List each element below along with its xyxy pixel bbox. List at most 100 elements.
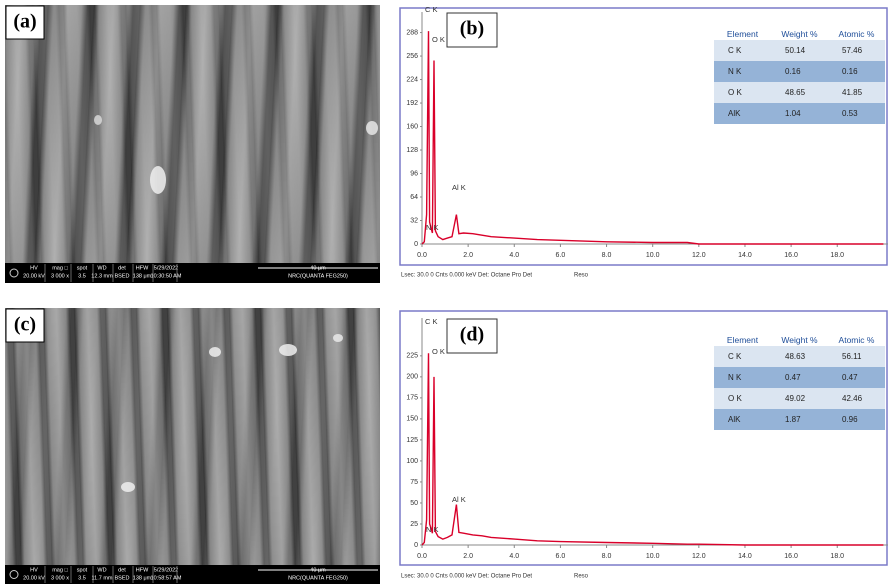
y-tick-label: 150 (406, 416, 418, 423)
x-tick-label: 16.0 (784, 553, 798, 560)
panel-label: (c) (14, 314, 36, 336)
table-cell: AlK (714, 409, 771, 430)
table-cell: 48.65 (771, 82, 828, 103)
info-top: mag □ (52, 265, 68, 271)
info-bottom: BSED (115, 273, 130, 279)
table-cell: C K (714, 346, 771, 367)
table-cell: 50.14 (771, 40, 828, 61)
info-top: det (118, 265, 126, 271)
x-tick-label: 4.0 (509, 553, 519, 560)
status: Lsec: 30.0 0 Cnts 0.000 keV Det: Octane … (401, 273, 532, 279)
y-tick-label: 64 (410, 194, 418, 201)
x-tick-label: 4.0 (509, 252, 519, 259)
y-tick-label: 125 (406, 437, 418, 444)
table-cell: 0.16 (771, 61, 828, 82)
info-bottom: 138 μm (133, 575, 152, 581)
peak-label: N K (426, 223, 439, 232)
x-tick-label: 18.0 (830, 553, 844, 560)
x-tick-label: 6.0 (556, 553, 566, 560)
info-bottom: 11.7 mm (92, 575, 113, 581)
table-cell: 0.96 (828, 409, 885, 430)
peak-label: C K (425, 317, 438, 326)
info-top: WD (97, 567, 106, 573)
table-cell: 56.11 (828, 346, 885, 367)
table-cell: N K (714, 61, 771, 82)
info-bottom: BSED (115, 575, 130, 581)
info-top: det (118, 567, 126, 573)
x-tick-label: 12.0 (692, 553, 706, 560)
sem-image-c (5, 308, 380, 565)
header-cell: Weight % (771, 334, 828, 346)
x-tick-label: 18.0 (830, 252, 844, 259)
panel-label: (a) (13, 11, 36, 33)
header-cell: Element (714, 28, 771, 40)
info-bottom: 3 000 x (51, 273, 69, 279)
table-cell: 0.16 (828, 61, 885, 82)
status-right: Reso (574, 273, 589, 279)
x-tick-label: 8.0 (602, 252, 612, 259)
y-tick-label: 50 (410, 500, 418, 507)
table-cell: O K (714, 82, 771, 103)
header-cell: Atomic % (828, 334, 885, 346)
status: Lsec: 30.0 0 Cnts 0.000 keV Det: Octane … (401, 574, 532, 580)
table-cell: 41.85 (828, 82, 885, 103)
header-cell: Atomic % (828, 28, 885, 40)
peak-label: O K (432, 347, 445, 356)
peak-label: Al K (452, 183, 466, 192)
y-tick-label: 288 (406, 29, 418, 36)
x-tick-label: 16.0 (784, 252, 798, 259)
status-right: Reso (574, 574, 589, 580)
info-bottom: 20.00 kV (23, 575, 45, 581)
table-cell: 0.53 (828, 103, 885, 124)
y-tick-label: 32 (410, 217, 418, 224)
table-cell: O K (714, 388, 771, 409)
x-tick-label: 10.0 (646, 252, 660, 259)
y-tick-label: 224 (406, 76, 418, 83)
y-tick-label: 100 (406, 458, 418, 465)
table-cell: 42.46 (828, 388, 885, 409)
peak-label: N K (426, 525, 439, 534)
x-tick-label: 6.0 (556, 252, 566, 259)
x-tick-label: 10.0 (646, 553, 660, 560)
table-header: ElementWeight %Atomic % (714, 28, 885, 40)
info-top: 5/29/2022 (154, 567, 178, 573)
table-cell: 1.87 (771, 409, 828, 430)
info-bottom: 3.5 (78, 575, 86, 581)
info-top: WD (97, 265, 106, 271)
info-top: spot (77, 265, 88, 271)
info-top: 5/29/2022 (154, 265, 178, 271)
info-bottom: NRC(QUANTA FEG250) (288, 575, 348, 581)
info-top: HFW (136, 265, 149, 271)
header-cell: Weight % (771, 28, 828, 40)
x-tick-label: 2.0 (463, 252, 473, 259)
peak-label: Al K (452, 495, 466, 504)
page: {"panels": [ {"label": "(a)", "type": "s… (0, 0, 888, 584)
info-bottom: 12.3 mm (91, 273, 113, 279)
x-tick-label: 0.0 (417, 252, 427, 259)
table-cell: 0.47 (828, 367, 885, 388)
info-top: HV (30, 265, 38, 271)
x-tick-label: 14.0 (738, 252, 752, 259)
x-tick-label: 12.0 (692, 252, 706, 259)
panel-label: (b) (460, 18, 484, 40)
y-tick-label: 128 (406, 147, 418, 154)
info-top: HV (30, 567, 38, 573)
table-cell: 48.63 (771, 346, 828, 367)
x-tick-label: 14.0 (738, 553, 752, 560)
table-cell: 1.04 (771, 103, 828, 124)
y-tick-label: 200 (406, 374, 418, 381)
y-tick-label: 160 (406, 123, 418, 130)
info-top: mag □ (52, 567, 68, 573)
info-bottom: 3 000 x (51, 575, 69, 581)
x-tick-label: 2.0 (463, 553, 473, 560)
table-cell: C K (714, 40, 771, 61)
table-row: C K50.1457.46 (714, 40, 885, 61)
y-tick-label: 25 (410, 521, 418, 528)
x-tick-label: 0.0 (417, 553, 427, 560)
